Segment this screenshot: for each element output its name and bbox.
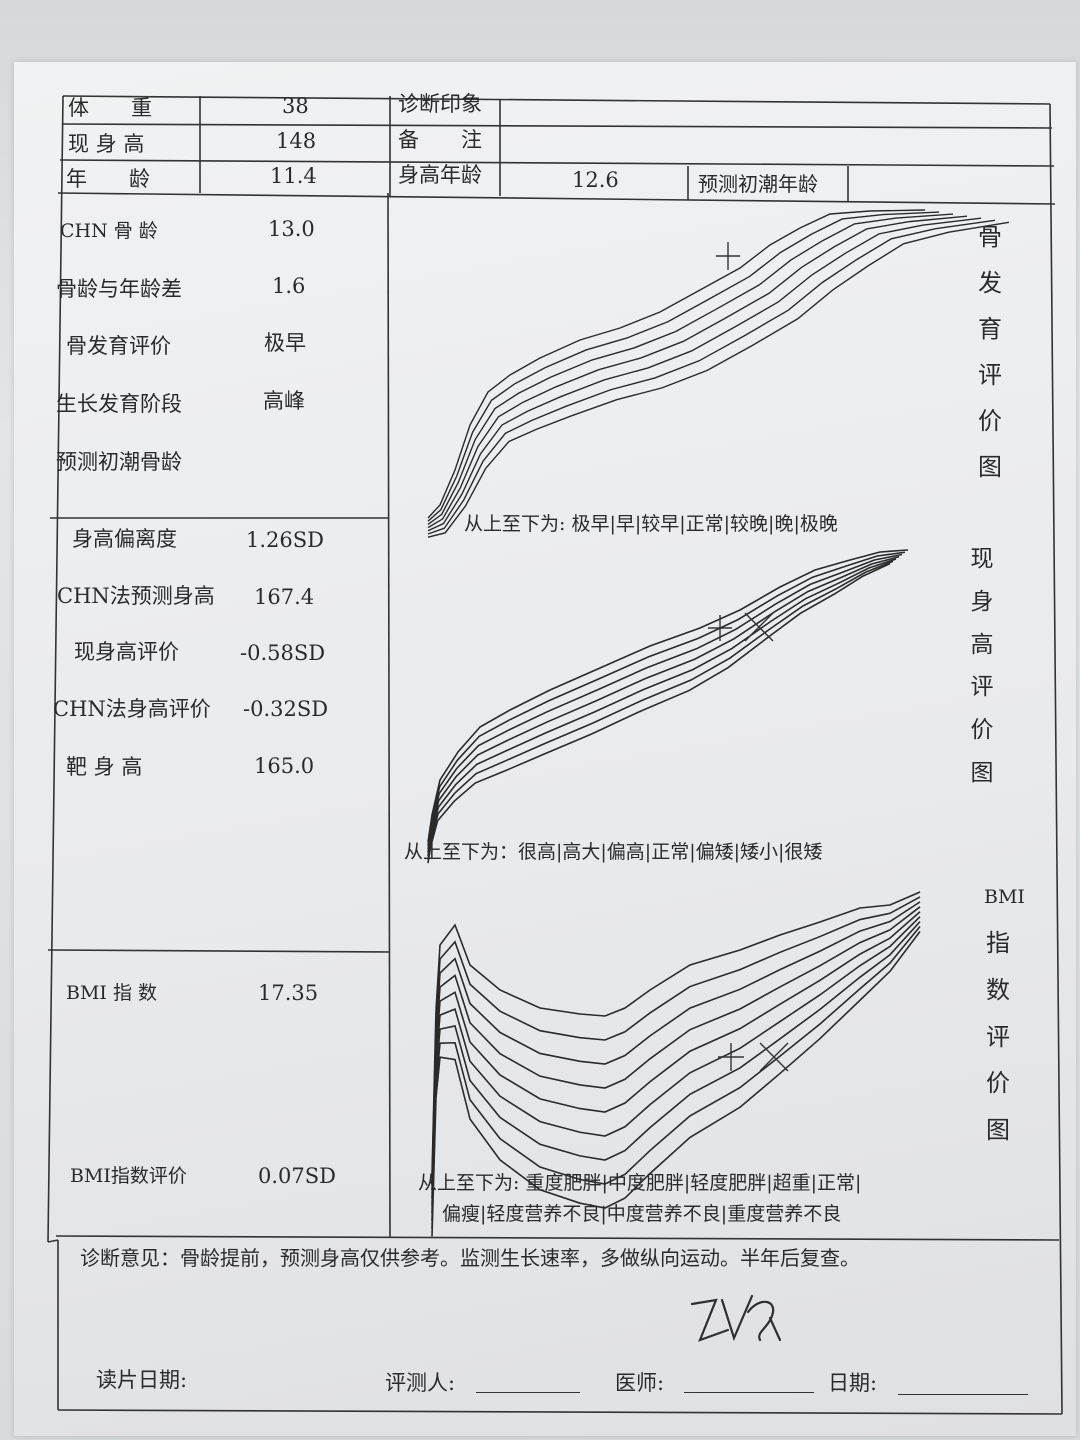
height-curve-1 xyxy=(427,549,909,843)
current-height-eval-label: 现身高评价 xyxy=(74,640,179,664)
chn-height-eval-label: CHN法身高评价 xyxy=(53,697,211,721)
menarche-bone-age-label: 预测初潮骨龄 xyxy=(56,450,182,474)
bone-eval-label: 骨发育评价 xyxy=(66,334,171,358)
bmi-curve-4 xyxy=(431,906,921,1199)
report-paper xyxy=(14,62,1076,1436)
bmi-value: 17.35 xyxy=(258,981,319,1005)
bone-chart-title: 骨发育评价图 xyxy=(978,223,1002,482)
target-height-value: 165.0 xyxy=(254,754,315,778)
bmi-curve-6 xyxy=(431,916,921,1214)
reading-date-label: 读片日期: xyxy=(96,1368,188,1392)
height-curve-7 xyxy=(427,562,891,864)
bmi-curve-3 xyxy=(431,901,921,1191)
growth-stage-value: 高峰 xyxy=(263,389,305,413)
diagnosis-opinion: 诊断意见：骨龄提前，预测身高仅供参考。监测生长速率，多做纵向运动。半年后复查。 xyxy=(80,1246,860,1270)
bmi-curve-1 xyxy=(431,891,921,1176)
evaluator-blank xyxy=(476,1392,580,1393)
height-age-value: 12.6 xyxy=(572,168,619,192)
doctor-signature xyxy=(690,1294,782,1342)
weight-label: 体 重 xyxy=(68,96,152,120)
bmi-chart-title: 指数评价图 xyxy=(986,929,1010,1145)
height-marker-cross xyxy=(744,612,774,642)
bone-curve-5 xyxy=(427,217,982,532)
bone-curve-2 xyxy=(427,211,940,522)
growth-stage-label: 生长发育阶段 xyxy=(56,392,182,416)
bone-chart-legend: 从上至下为: 极早|早|较早|正常|较晚|晚|极晚 xyxy=(464,513,838,535)
bmi-curve-5 xyxy=(431,911,921,1206)
height-curve-2 xyxy=(427,551,906,846)
height-curve-5 xyxy=(427,558,897,857)
current-height-eval-value: -0.58SD xyxy=(240,641,326,665)
bone-eval-value: 极早 xyxy=(264,331,306,355)
height-chart-legend: 从上至下为：很高|高大|偏高|正常|偏矮|矮小|很矮 xyxy=(404,841,823,863)
height-curve-4 xyxy=(427,556,900,853)
bmi-curves xyxy=(431,891,921,1237)
bmi-chart-title-bmi: BMI xyxy=(984,886,1025,908)
bone-age-diff-label: 骨龄与年龄差 xyxy=(56,277,182,301)
bone-curve-7 xyxy=(427,221,1010,538)
bmi-curve-7 xyxy=(431,921,921,1222)
height-sd-label: 身高偏离度 xyxy=(72,527,177,551)
bmi-marker-plus xyxy=(718,1043,744,1071)
target-height-label: 靶 身 高 xyxy=(66,755,143,779)
bone-curve-6 xyxy=(427,219,996,535)
age-value: 11.4 xyxy=(270,164,317,188)
age-label: 年 龄 xyxy=(66,167,150,191)
height-curve-3 xyxy=(427,553,903,850)
diagnosis-label: 诊断印象 xyxy=(398,92,482,116)
chn-bone-age-value: 13.0 xyxy=(268,217,315,241)
chn-predicted-height-value: 167.4 xyxy=(254,585,315,609)
date-label: 日期: xyxy=(828,1371,878,1395)
remarks-label: 备 注 xyxy=(398,128,482,152)
bmi-curve-9 xyxy=(431,931,921,1237)
bone-curve-3 xyxy=(427,213,954,525)
evaluator-label: 评测人: xyxy=(385,1371,456,1395)
bmi-eval-label: BMI指数评价 xyxy=(70,1165,187,1187)
bone-age-curves xyxy=(427,209,1010,538)
height-curve-6 xyxy=(427,560,894,860)
doctor-blank xyxy=(684,1392,814,1393)
bone-marker-plus xyxy=(716,242,740,270)
height-chart-title: 现身高评价图 xyxy=(970,546,994,786)
bone-curve-4 xyxy=(427,215,968,529)
menarche-age-label: 预测初潮年龄 xyxy=(698,172,818,196)
bmi-chart-legend-line1: 从上至下为: 重度肥胖|中度肥胖|轻度肥胖|超重|正常| xyxy=(418,1172,862,1194)
bmi-curve-2 xyxy=(431,896,921,1183)
bmi-label: BMI 指 数 xyxy=(66,982,158,1004)
date-blank xyxy=(898,1394,1028,1395)
height-marker-plus xyxy=(708,615,732,641)
chn-bone-age-label: CHN 骨 龄 xyxy=(60,220,158,242)
height-curves xyxy=(427,549,909,864)
bmi-chart-legend-line2: 偏瘦|轻度营养不良|中度营养不良|重度营养不良 xyxy=(442,1203,842,1225)
height-label: 现 身 高 xyxy=(68,132,145,156)
chn-predicted-height-label: CHN法预测身高 xyxy=(57,584,215,608)
bmi-eval-value: 0.07SD xyxy=(258,1164,336,1188)
weight-value: 38 xyxy=(282,94,309,118)
bmi-marker-cross xyxy=(759,1042,789,1072)
bmi-curve-8 xyxy=(431,926,921,1229)
height-value: 148 xyxy=(276,129,317,153)
height-age-label: 身高年龄 xyxy=(398,163,482,187)
bone-age-diff-value: 1.6 xyxy=(272,274,306,298)
doctor-label: 医师: xyxy=(615,1371,665,1395)
chn-height-eval-value: -0.32SD xyxy=(243,697,329,721)
height-sd-value: 1.26SD xyxy=(246,528,324,552)
bone-curve-1 xyxy=(427,209,926,519)
